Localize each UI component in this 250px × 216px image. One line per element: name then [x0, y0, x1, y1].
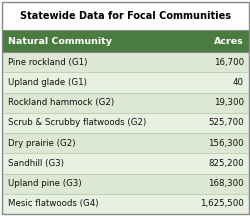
Bar: [2, 133, 248, 153]
Bar: [2, 153, 248, 173]
Bar: [2, 72, 248, 92]
Bar: [2, 113, 248, 133]
Text: 1,625,500: 1,625,500: [200, 199, 243, 208]
Text: Natural Community: Natural Community: [8, 37, 112, 46]
Text: Acres: Acres: [214, 37, 243, 46]
Text: Dry prairie (G2): Dry prairie (G2): [8, 139, 75, 148]
Text: Pine rockland (G1): Pine rockland (G1): [8, 58, 87, 67]
Text: Scrub & Scrubby flatwoods (G2): Scrub & Scrubby flatwoods (G2): [8, 118, 146, 127]
Text: 40: 40: [232, 78, 243, 87]
Bar: [2, 30, 248, 52]
Text: Upland glade (G1): Upland glade (G1): [8, 78, 86, 87]
Text: 16,700: 16,700: [213, 58, 243, 67]
Bar: [2, 194, 248, 214]
Text: 156,300: 156,300: [208, 139, 243, 148]
Text: Upland pine (G3): Upland pine (G3): [8, 179, 81, 188]
Text: Mesic flatwoods (G4): Mesic flatwoods (G4): [8, 199, 98, 208]
Text: 525,700: 525,700: [208, 118, 243, 127]
Bar: [2, 92, 248, 113]
Text: Sandhill (G3): Sandhill (G3): [8, 159, 64, 168]
Text: 825,200: 825,200: [208, 159, 243, 168]
Bar: [2, 52, 248, 72]
Text: Statewide Data for Focal Communities: Statewide Data for Focal Communities: [20, 11, 230, 21]
Bar: [2, 2, 248, 30]
Bar: [2, 173, 248, 194]
Text: 168,300: 168,300: [208, 179, 243, 188]
Text: Rockland hammock (G2): Rockland hammock (G2): [8, 98, 114, 107]
Text: 19,300: 19,300: [213, 98, 243, 107]
